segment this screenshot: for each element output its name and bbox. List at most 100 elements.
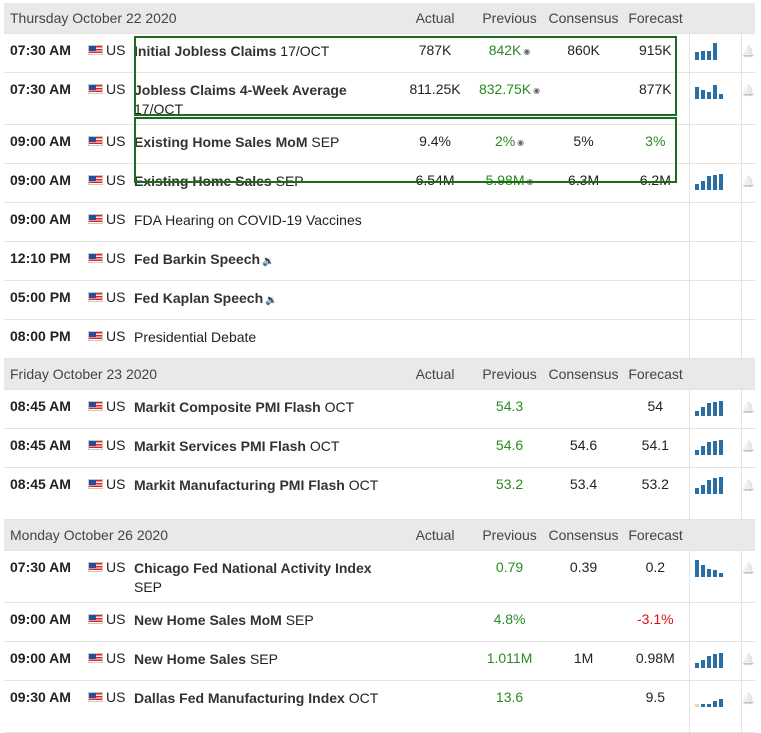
event-name[interactable]: Markit Manufacturing PMI Flash OCT [134,467,397,520]
bell-icon[interactable]: 🔔 [741,693,756,705]
event-row[interactable]: 09:30 AM US Dallas Fed Manufacturing Index… [4,680,756,733]
event-previous-cell: 13.6 [474,680,546,733]
bell-cell: 🔔 [740,72,756,125]
event-name[interactable]: Markit Composite PMI Flash OCT [134,389,397,429]
event-name[interactable]: Fed Kaplan Speech 🔉 [134,280,397,320]
bell-cell: 🔔 [740,389,756,429]
event-row[interactable]: 12:10 PM US Fed Barkin Speech 🔉 [4,241,756,281]
event-row[interactable]: 07:30 AM US Jobless Claims 4-Week Average … [4,72,756,125]
event-name-main[interactable]: Initial Jobless Claims [134,43,277,59]
bar-chart-icon[interactable] [694,690,723,707]
event-consensus [545,680,623,733]
event-row[interactable]: 09:00 AM US Existing Home Sales SEP 6.54M 5.… [4,163,756,203]
column-header-previous: Previous [474,3,546,34]
event-country: US [106,428,134,468]
event-time: 08:45 AM [4,467,82,520]
bar-chart-bar [718,477,723,494]
bell-icon[interactable]: 🔔 [741,654,756,666]
event-row[interactable]: 08:45 AM US Markit Composite PMI Flash OCT… [4,389,756,429]
flag-cell [82,33,106,73]
event-name-main[interactable]: Markit Services PMI Flash [134,438,306,454]
us-flag-icon [88,653,103,663]
bar-chart-icon[interactable] [694,173,723,190]
event-name[interactable]: Existing Home Sales MoM SEP [134,124,397,164]
bar-chart-icon[interactable] [694,477,723,494]
event-name[interactable]: Jobless Claims 4-Week Average 17/OCT [134,72,397,125]
event-name[interactable]: Chicago Fed National Activity Index SEP [134,550,397,603]
event-name[interactable]: FDA Hearing on COVID-19 Vaccines [134,202,397,242]
revised-dot-icon[interactable]: ◉ [526,177,534,186]
event-name-main[interactable]: Existing Home Sales MoM [134,134,308,150]
event-name-main[interactable]: Fed Kaplan Speech [134,290,264,306]
event-name[interactable]: Existing Home Sales SEP [134,163,397,203]
bar-chart-icon[interactable] [694,651,723,668]
bar-chart-bar [700,446,705,455]
event-consensus [545,202,623,242]
event-name-main[interactable]: Existing Home Sales [134,173,272,189]
bell-icon[interactable]: 🔔 [741,46,756,58]
event-name[interactable]: New Home Sales MoM SEP [134,602,397,642]
event-row[interactable]: 05:00 PM US Fed Kaplan Speech 🔉 [4,280,756,320]
event-row[interactable]: 09:00 AM US FDA Hearing on COVID-19 Vaccin… [4,202,756,242]
event-time: 09:00 AM [4,202,82,242]
event-name-main[interactable]: New Home Sales MoM [134,612,282,628]
bell-icon[interactable]: 🔔 [741,402,756,414]
event-row[interactable]: 08:45 AM US Markit Manufacturing PMI Flash… [4,467,756,520]
event-row[interactable]: 09:00 AM US New Home Sales MoM SEP 4.8% -3.1… [4,602,756,642]
event-row[interactable]: 07:30 AM US Chicago Fed National Activity … [4,550,756,603]
event-time: 12:10 PM [4,241,82,281]
bell-icon[interactable]: 🔔 [741,85,756,97]
flag-cell [82,241,106,281]
event-name-main[interactable]: Fed Barkin Speech [134,251,261,267]
bar-chart-bar [700,90,705,99]
bar-chart-icon[interactable] [694,82,723,99]
bell-icon[interactable]: 🔔 [741,441,756,453]
event-name[interactable]: New Home Sales SEP [134,641,397,681]
event-name[interactable]: Dallas Fed Manufacturing Index OCT [134,680,397,733]
event-name-period: SEP [271,173,304,189]
revised-dot-icon[interactable]: ◉ [533,86,541,95]
event-name-main[interactable]: Markit Composite PMI Flash [134,399,321,415]
bar-chart-icon[interactable] [694,43,717,60]
event-actual [396,389,475,429]
event-name[interactable]: Fed Barkin Speech 🔉 [134,241,397,281]
event-row[interactable]: 07:30 AM US Initial Jobless Claims 17/OCT 7… [4,33,756,73]
bar-chart-icon[interactable] [694,399,723,416]
event-name-main[interactable]: Markit Manufacturing PMI Flash [134,477,345,493]
bell-icon[interactable]: 🔔 [741,563,756,575]
column-header-consensus: Consensus [545,358,623,390]
bar-chart-icon[interactable] [694,560,723,577]
event-name[interactable]: Initial Jobless Claims 17/OCT [134,33,397,73]
event-row[interactable]: 08:45 AM US Markit Services PMI Flash OCT 5… [4,428,756,468]
event-name[interactable]: Presidential Debate [134,319,397,359]
event-forecast: 54 [647,398,664,414]
event-previous: 4.8% [493,611,526,627]
event-name-main[interactable]: New Home Sales [134,651,247,667]
us-flag-icon [88,84,103,94]
bell-cell: 🔔 [740,641,756,681]
event-time: 07:30 AM [4,72,82,125]
bar-chart-icon[interactable] [694,438,723,455]
event-forecast-cell: 0.98M [622,641,690,681]
event-consensus [545,602,623,642]
speaker-icon: 🔉 [265,295,278,306]
bar-chart-bar [694,560,699,577]
bell-icon[interactable]: 🔔 [741,480,756,492]
revised-dot-icon[interactable]: ◉ [523,47,531,56]
event-name-main[interactable]: Jobless Claims 4-Week Average [134,82,347,98]
event-row[interactable]: 08:00 PM US Presidential Debate [4,319,756,359]
chart-cell [688,602,742,642]
bar-chart-bar [706,51,711,60]
bar-chart-bar [694,52,699,60]
event-row[interactable]: 09:00 AM US Existing Home Sales MoM SEP 9.4… [4,124,756,164]
revised-dot-icon[interactable]: ◉ [517,138,525,147]
event-name[interactable]: Markit Services PMI Flash OCT [134,428,397,468]
bell-icon[interactable]: 🔔 [741,176,756,188]
event-name-main[interactable]: Chicago Fed National Activity Index [134,560,372,576]
event-forecast-cell: 54 [622,389,690,429]
event-row[interactable]: 09:00 AM US New Home Sales SEP 1.011M 1M 0.98… [4,641,756,681]
event-time: 07:30 AM [4,33,82,73]
chart-cell [688,163,742,203]
event-actual: 6.54M [396,163,475,203]
event-name-main[interactable]: Dallas Fed Manufacturing Index [134,690,345,706]
